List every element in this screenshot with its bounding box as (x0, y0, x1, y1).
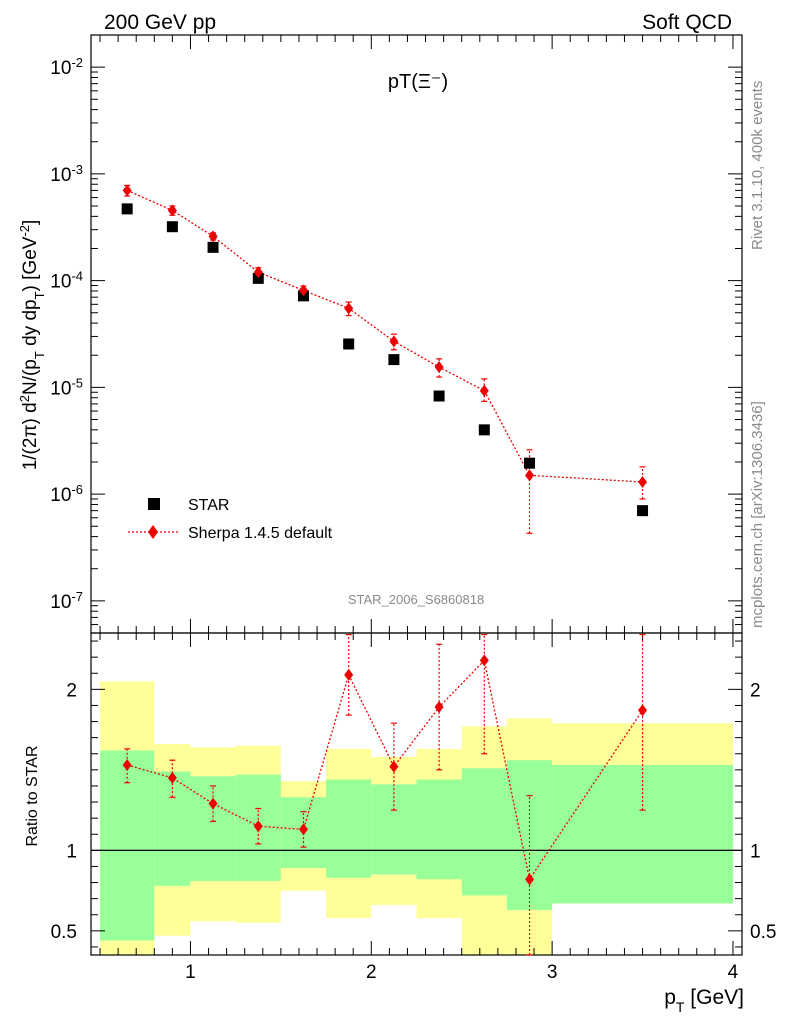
tick-exponent: -5 (71, 375, 83, 390)
rivet-label: Rivet 3.1.10, 400k events (749, 81, 766, 250)
sherpa-point (253, 266, 263, 279)
sherpa-point (525, 469, 535, 482)
tick-base: 10 (50, 485, 71, 506)
x-tick-label: 4 (728, 962, 739, 983)
ratio-axes: 0.5 0.5 1 1 2 2 1 2 3 4 (51, 632, 776, 983)
ratio-band-green (371, 784, 417, 875)
tick-exponent: -7 (71, 588, 83, 603)
sherpa-line (126, 189, 643, 483)
ratio-band-green (326, 779, 372, 878)
ratio-y-tick-label-right: 0.5 (750, 922, 776, 943)
tick-base: 10 (50, 58, 71, 79)
sherpa-point (122, 184, 132, 197)
main-plot-title: pT(Ξ⁻) (388, 71, 448, 93)
tick-exponent: -3 (71, 161, 83, 176)
category-label: Soft QCD (642, 11, 732, 34)
ratio-sherpa-point (389, 760, 399, 773)
ratio-y-tick-label: 0.5 (51, 922, 77, 943)
main-y-tick-label: 10-6 (50, 482, 83, 507)
sherpa-point (434, 361, 444, 374)
star-point (478, 424, 490, 436)
analysis-tag: STAR_2006_S6860818 (348, 592, 484, 607)
ratio-y-axis-label: Ratio to STAR (24, 745, 41, 846)
energy-label: 200 GeV pp (104, 11, 216, 34)
ratio-sherpa-point (479, 654, 489, 667)
tick-exponent: -6 (71, 482, 83, 497)
main-frame (90, 34, 743, 634)
ratio-band-green (552, 765, 733, 904)
ratio-sherpa-point (167, 771, 177, 784)
ratio-y-tick-label-right: 2 (750, 680, 761, 701)
ratio-band-green (461, 768, 507, 896)
ratio-band-green (154, 771, 191, 886)
legend-sherpa-label: Sherpa 1.4.5 default (188, 525, 333, 542)
main-y-tick-label: 10-4 (50, 268, 83, 293)
x-axis-label: pT [GeV] (664, 986, 744, 1015)
legend-sherpa-marker (148, 525, 158, 539)
tick-base: 10 (50, 165, 71, 186)
sherpa-point (638, 475, 648, 488)
legend-star-marker (148, 498, 160, 510)
main-y-tick-label: 10-2 (50, 55, 83, 80)
star-point (207, 241, 219, 253)
tick-base: 10 (50, 272, 71, 293)
main-y-tick-label: 10-7 (50, 588, 83, 613)
x-tick-label: 1 (185, 962, 196, 983)
ratio-sherpa-point (122, 759, 132, 772)
ratio-sherpa-point (525, 873, 535, 886)
ratio-sherpa-line (127, 659, 644, 881)
ratio-data-layer (122, 634, 648, 956)
ratio-sherpa-point (208, 797, 218, 810)
mcplots-label: mcplots.cern.ch [arXiv:1306.3436] (749, 401, 766, 628)
sherpa-point (208, 230, 218, 243)
tick-exponent: -4 (71, 268, 83, 283)
sherpa-point (167, 204, 177, 217)
star-point (343, 338, 355, 350)
tick-base: 10 (50, 378, 71, 399)
ratio-sherpa-point (298, 823, 308, 836)
star-point (121, 203, 133, 215)
ratio-sherpa-point (434, 701, 444, 714)
star-point (433, 390, 445, 402)
ratio-y-tick-label: 1 (66, 841, 77, 862)
ratio-frame (90, 632, 743, 956)
star-point (252, 272, 264, 284)
star-point (388, 354, 400, 366)
sherpa-point (344, 302, 354, 315)
ratio-band-green (506, 760, 553, 910)
legend-star-label: STAR (188, 497, 229, 514)
tick-exponent: -2 (71, 55, 83, 70)
ratio-band-green (100, 750, 155, 941)
sherpa-point (298, 284, 308, 297)
star-point (637, 505, 649, 517)
ratio-band-green (416, 779, 462, 880)
ratio-sherpa-point (253, 820, 263, 833)
x-tick-label: 2 (366, 962, 377, 983)
ratio-sherpa-point (344, 668, 354, 681)
star-point (166, 221, 178, 233)
ratio-y-tick-label-right: 1 (750, 841, 761, 862)
main-y-axis-label: 1/(2π) d2N/(pT dy dpT) [GeV-2] (17, 220, 47, 471)
main-data-layer (121, 184, 649, 534)
main-y-tick-label: 10-5 (50, 375, 83, 400)
x-tick-label: 3 (547, 962, 558, 983)
tick-base: 10 (50, 592, 71, 613)
ratio-sherpa-point (638, 704, 648, 717)
ratio-uncertainty-bands (100, 681, 733, 955)
sherpa-point (479, 384, 489, 397)
sherpa-point (389, 335, 399, 348)
ratio-y-tick-label: 2 (66, 680, 77, 701)
star-point (524, 457, 536, 469)
legend: STAR Sherpa 1.4.5 default (128, 497, 333, 542)
main-y-tick-label: 10-3 (50, 161, 83, 186)
